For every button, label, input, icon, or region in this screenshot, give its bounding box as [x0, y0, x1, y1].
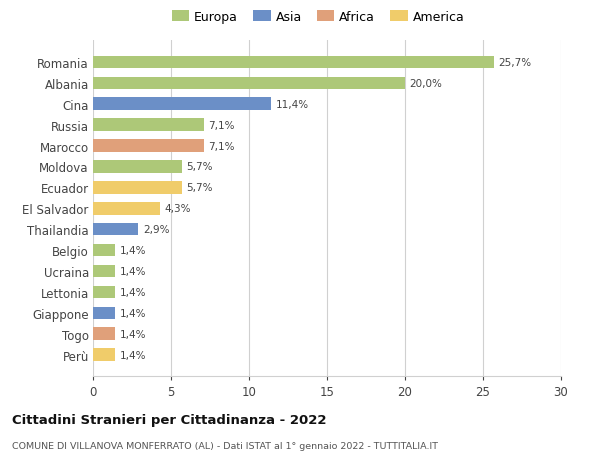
- Text: Cittadini Stranieri per Cittadinanza - 2022: Cittadini Stranieri per Cittadinanza - 2…: [12, 413, 326, 426]
- Bar: [93, 119, 204, 132]
- Bar: [93, 286, 115, 298]
- Bar: [93, 98, 271, 111]
- Bar: [93, 78, 405, 90]
- Text: 1,4%: 1,4%: [119, 350, 146, 360]
- Text: 25,7%: 25,7%: [499, 58, 532, 68]
- Text: 1,4%: 1,4%: [119, 266, 146, 276]
- Bar: [93, 140, 204, 152]
- Text: 4,3%: 4,3%: [165, 204, 191, 214]
- Bar: [93, 307, 115, 319]
- Text: 11,4%: 11,4%: [275, 100, 308, 110]
- Bar: [93, 56, 494, 69]
- Text: 5,7%: 5,7%: [187, 183, 213, 193]
- Bar: [93, 161, 182, 174]
- Bar: [93, 244, 115, 257]
- Bar: [93, 182, 182, 194]
- Text: 1,4%: 1,4%: [119, 308, 146, 318]
- Text: 20,0%: 20,0%: [410, 78, 443, 89]
- Legend: Europa, Asia, Africa, America: Europa, Asia, Africa, America: [172, 11, 464, 24]
- Text: 1,4%: 1,4%: [119, 287, 146, 297]
- Text: 7,1%: 7,1%: [208, 141, 235, 151]
- Text: 2,9%: 2,9%: [143, 225, 169, 235]
- Text: 1,4%: 1,4%: [119, 246, 146, 256]
- Bar: [93, 349, 115, 361]
- Text: 7,1%: 7,1%: [208, 120, 235, 130]
- Text: COMUNE DI VILLANOVA MONFERRATO (AL) - Dati ISTAT al 1° gennaio 2022 - TUTTITALIA: COMUNE DI VILLANOVA MONFERRATO (AL) - Da…: [12, 441, 438, 450]
- Text: 5,7%: 5,7%: [187, 162, 213, 172]
- Bar: [93, 224, 138, 236]
- Text: 1,4%: 1,4%: [119, 329, 146, 339]
- Bar: [93, 265, 115, 278]
- Bar: [93, 202, 160, 215]
- Bar: [93, 328, 115, 340]
